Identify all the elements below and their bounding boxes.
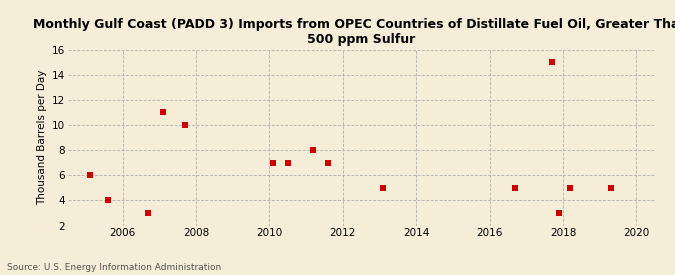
Point — [143, 211, 154, 215]
Point — [308, 148, 319, 152]
Point — [267, 160, 278, 165]
Point — [554, 211, 565, 215]
Text: Source: U.S. Energy Information Administration: Source: U.S. Energy Information Administ… — [7, 263, 221, 272]
Point — [565, 186, 576, 190]
Point — [605, 186, 616, 190]
Point — [103, 198, 113, 203]
Point — [157, 110, 168, 115]
Point — [282, 160, 293, 165]
Title: Monthly Gulf Coast (PADD 3) Imports from OPEC Countries of Distillate Fuel Oil, : Monthly Gulf Coast (PADD 3) Imports from… — [34, 18, 675, 46]
Point — [323, 160, 333, 165]
Point — [510, 186, 520, 190]
Point — [84, 173, 95, 177]
Point — [547, 60, 558, 64]
Point — [378, 186, 389, 190]
Y-axis label: Thousand Barrels per Day: Thousand Barrels per Day — [37, 70, 47, 205]
Point — [180, 123, 190, 127]
